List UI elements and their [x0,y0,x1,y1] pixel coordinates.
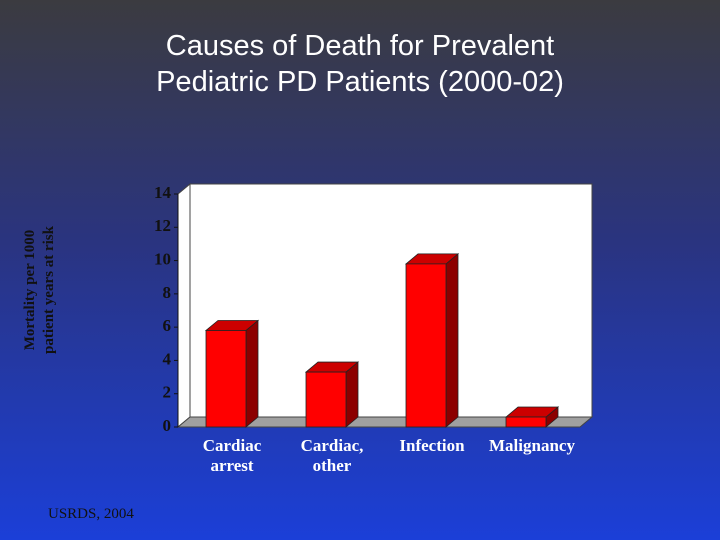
y-tick-label: 8 [163,283,172,302]
bar-side [245,319,259,428]
bar [305,371,347,428]
x-tick-label: Cardiac arrest [202,436,262,475]
y-tick-label: 14 [154,183,172,202]
source-note: USRDS, 2004 [48,506,134,522]
left-wall [177,182,191,429]
bar [205,330,247,428]
bar-side [445,253,459,428]
x-tick-label: Infection [399,436,465,455]
x-tick-label: Cardiac, other [300,436,364,475]
y-axis-label: Mortality per 1000 patient years at risk [22,226,57,354]
y-tick-label: 10 [154,249,171,268]
bar-side [345,361,359,428]
chart-title: Causes of Death for Prevalent Pediatric … [156,30,564,98]
bar [405,263,447,428]
y-tick-label: 4 [163,349,172,368]
bar [505,416,547,428]
y-tick-label: 2 [163,383,172,402]
y-tick-label: 6 [163,316,172,335]
x-tick-label: Malignancy [489,436,575,455]
y-tick-label: 0 [163,416,172,435]
y-tick-label: 12 [154,216,171,235]
